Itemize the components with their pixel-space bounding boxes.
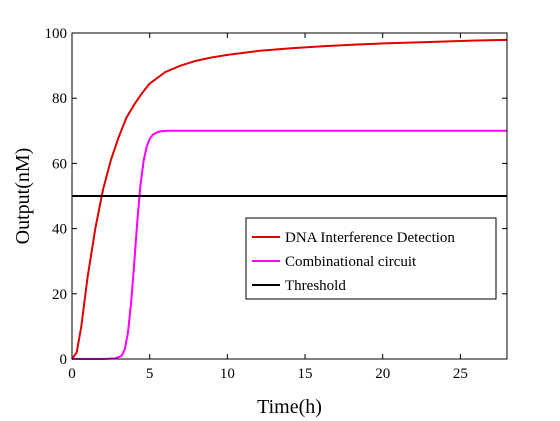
legend-label-3: Threshold — [285, 278, 346, 294]
series-line-1 — [71, 38, 508, 360]
y-tick-label: 0 — [60, 352, 68, 368]
x-tick-label: 0 — [68, 366, 76, 382]
x-tick-label: 25 — [453, 366, 468, 382]
ticks-layer: 0 5 10 15 20 25 0 20 40 60 80 100 — [45, 26, 507, 382]
y-tick-label: 20 — [52, 287, 67, 303]
legend: DNA Interference Detection Combinational … — [245, 217, 497, 300]
legend-label-2: Combinational circuit — [285, 254, 417, 270]
y-tick-label: 40 — [52, 222, 67, 238]
x-tick-label: 15 — [298, 366, 313, 382]
y-tick-label: 80 — [52, 91, 67, 107]
legend-label-1: DNA Interference Detection — [285, 230, 455, 246]
x-axis-label: Time(h) — [257, 396, 322, 418]
x-tick-label: 5 — [146, 366, 154, 382]
y-axis-label: Output(nM) — [12, 148, 34, 245]
x-tick-label: 20 — [375, 366, 390, 382]
plot-frame — [71, 32, 508, 360]
y-tick-label: 100 — [45, 26, 68, 42]
y-tick-label: 60 — [52, 156, 67, 172]
legend-box — [245, 217, 497, 300]
x-tick-label: 10 — [220, 366, 235, 382]
legend-items: DNA Interference Detection Combinational … — [252, 230, 455, 294]
series-line-2 — [72, 129, 507, 360]
series-layer — [71, 38, 508, 360]
